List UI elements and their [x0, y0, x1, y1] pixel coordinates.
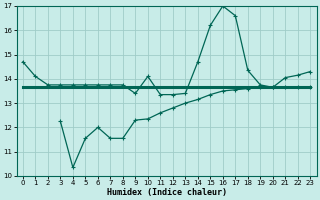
- X-axis label: Humidex (Indice chaleur): Humidex (Indice chaleur): [107, 188, 227, 197]
